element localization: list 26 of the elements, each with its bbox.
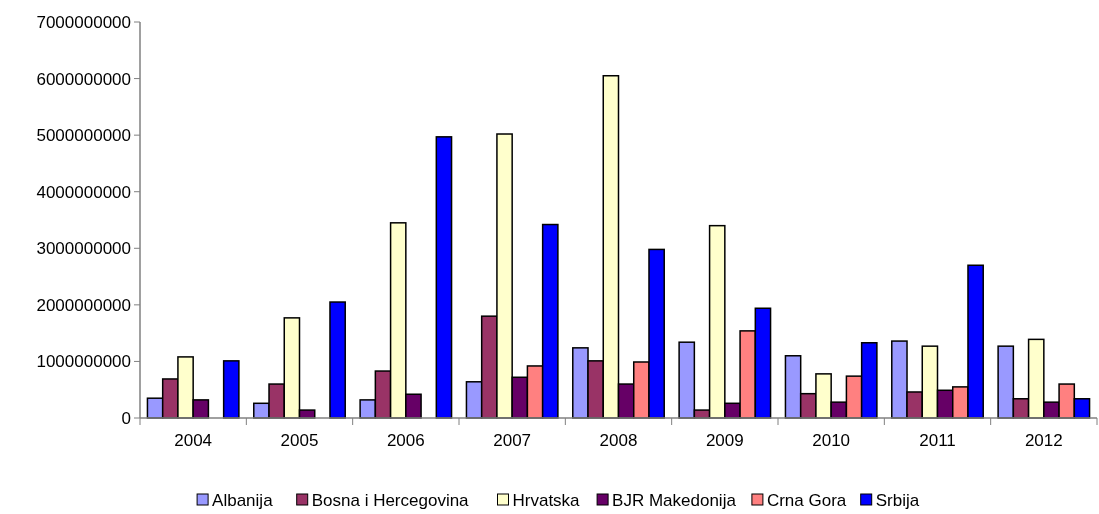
y-tick-label: 5000000000 [36,126,131,146]
y-tick-label: 3000000000 [36,239,131,259]
y-tick-label: 2000000000 [36,295,131,315]
x-tick-label: 2010 [812,431,851,450]
legend-label: Albanija [212,491,274,510]
x-tick-label: 2009 [705,431,744,450]
legend-label: Srbija [875,491,920,510]
y-tick-label: 7000000000 [36,12,131,32]
x-tick-label: 2007 [493,431,532,450]
legend-label: Hrvatska [512,491,581,510]
y-tick-label: 4000000000 [36,182,131,202]
y-tick-label: 1000000000 [36,352,131,372]
x-tick-label: 2008 [599,431,638,450]
x-tick-label: 2004 [174,431,213,450]
y-tick-label: 0 [121,408,131,428]
bar [435,136,453,419]
y-tick-label: 6000000000 [36,69,131,89]
x-tick-label: 2012 [1024,431,1063,450]
legend-label: Bosna i Hercegovina [311,491,470,510]
bar [222,360,240,419]
x-tick-label: 2006 [386,431,425,450]
x-tick-label: 2011 [919,431,956,450]
legend-label: Crna Gora [766,491,847,510]
legend-label: BJR Makedonija [612,491,737,510]
bar [329,301,346,419]
x-tick-label: 2005 [280,431,319,450]
